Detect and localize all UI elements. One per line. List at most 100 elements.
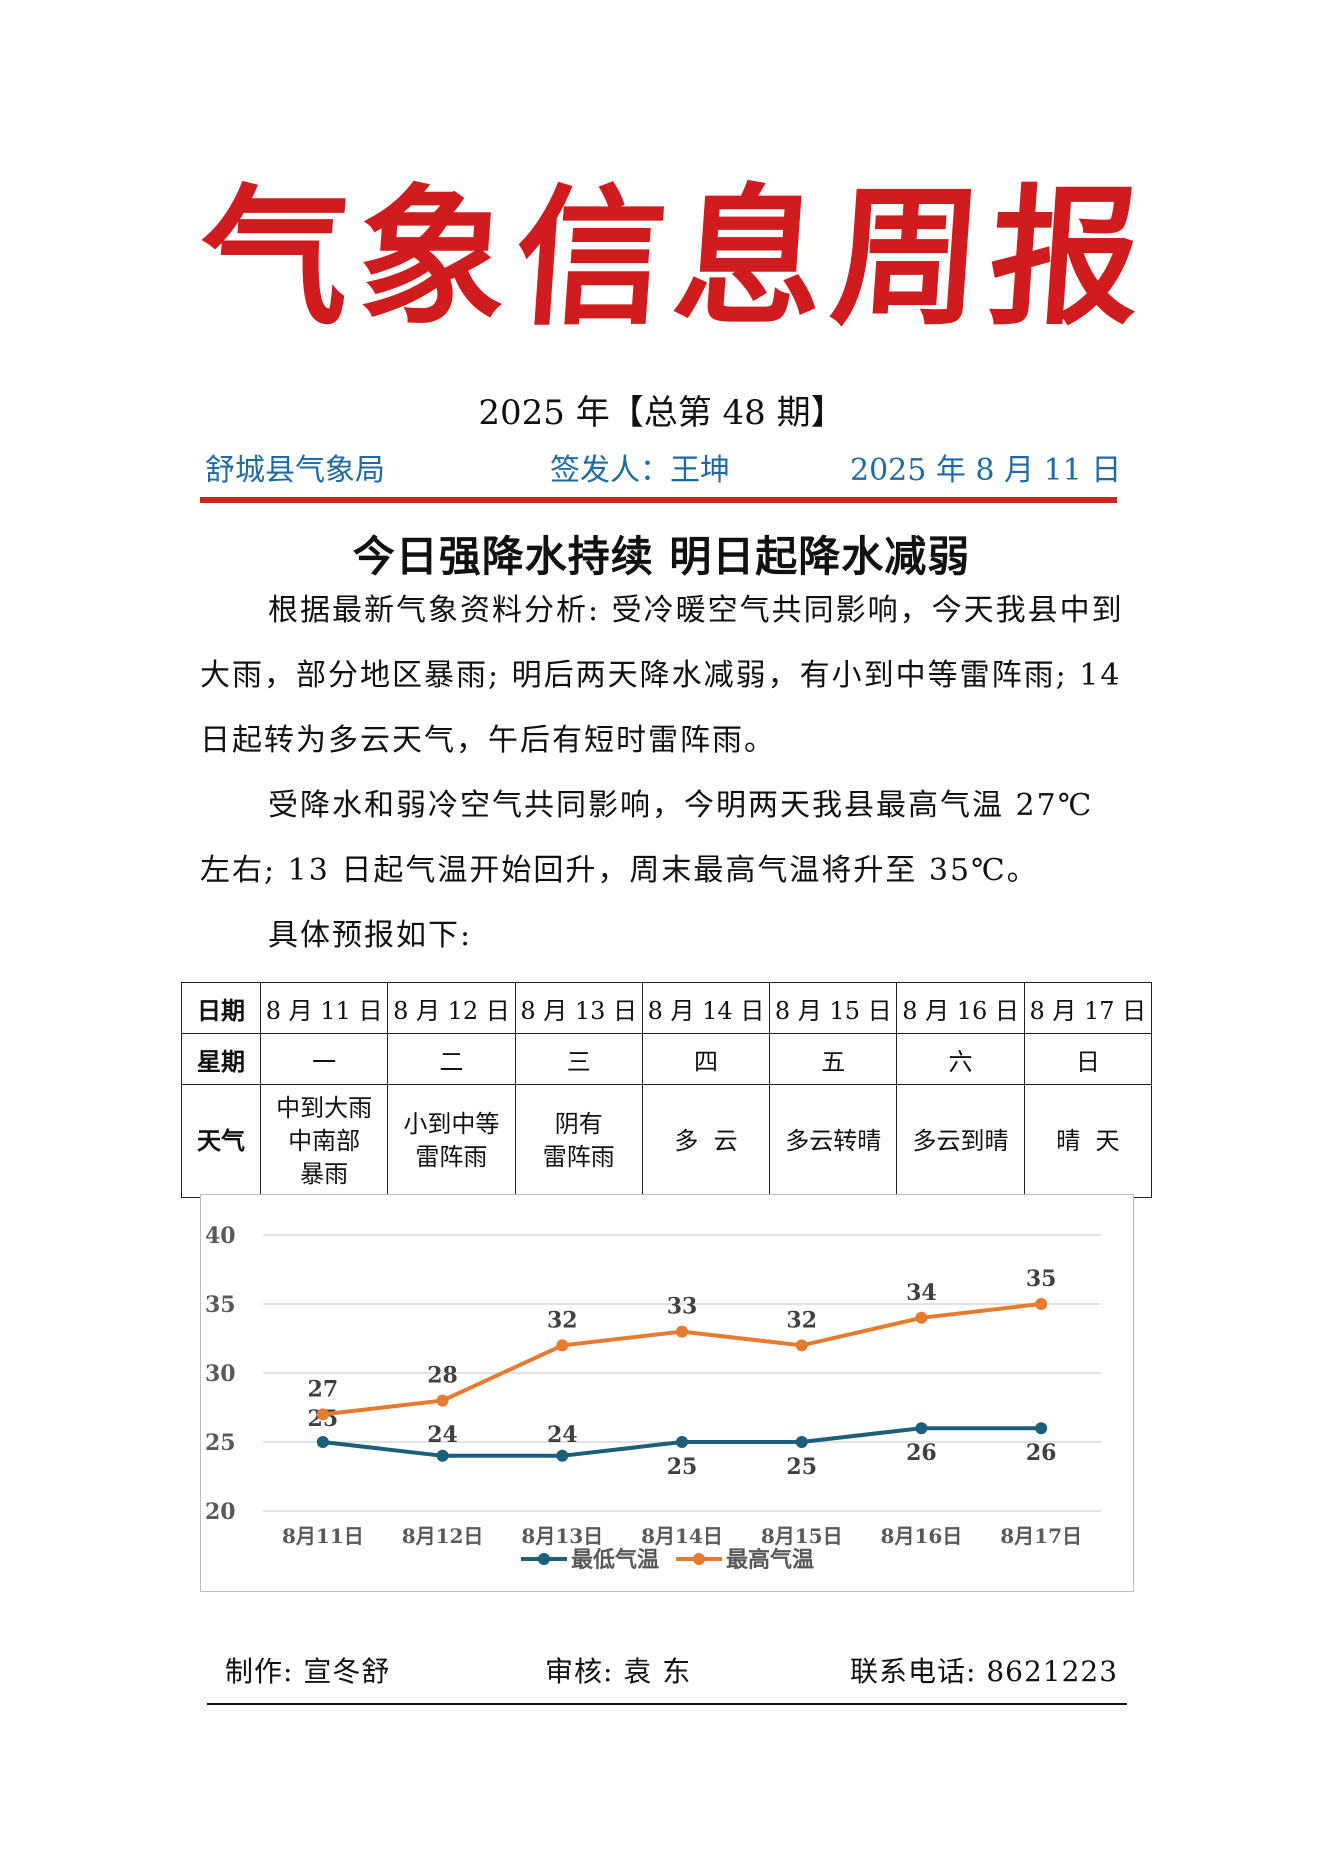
data-point <box>436 1449 449 1462</box>
weather-cell: 多 云 <box>641 1084 771 1198</box>
weekday-cell: 一 <box>259 1033 389 1085</box>
weather-cell: 中到大雨 中南部 暴雨 <box>259 1084 389 1198</box>
date-cell: 8 月 17 日 <box>1023 982 1153 1034</box>
legend-label: 最低气温 <box>571 1547 659 1573</box>
data-point <box>1035 1298 1048 1310</box>
signer: 签发人：王坤 <box>550 453 730 488</box>
data-point <box>436 1394 449 1407</box>
bottom-divider <box>207 1703 1127 1705</box>
data-point <box>676 1325 688 1338</box>
weather-line: 多云转晴 <box>785 1126 882 1155</box>
x-tick-label: 8月17日 <box>1000 1524 1082 1548</box>
weather-line: 雷阵雨 <box>415 1143 488 1171</box>
forecast-table: 日期 8 月 11 日 8 月 12 日 8 月 13 日 8 月 14 日 8… <box>181 982 1153 1198</box>
y-tick-label: 35 <box>205 1292 236 1318</box>
masthead-title: 气 象 信 息 周 报 <box>194 168 1146 348</box>
legend-marker <box>693 1553 705 1565</box>
reviewer: 审核: 袁 东 <box>545 1655 692 1688</box>
paragraph: 根据最新气象资料分析: 受冷暖空气共同影响，今天我县中到大雨，部分地区暴雨; 明… <box>200 593 1124 758</box>
weather-cell: 小到中等 雷阵雨 <box>387 1084 516 1198</box>
weather-line: 小到中等 <box>403 1110 500 1138</box>
data-point <box>316 1436 329 1448</box>
x-tick-label: 8月12日 <box>402 1524 484 1548</box>
x-tick-label: 8月16日 <box>881 1524 963 1548</box>
series-line <box>322 1302 1042 1417</box>
data-label: 26 <box>1026 1440 1057 1466</box>
weather-line: 阴有 <box>554 1110 603 1138</box>
weekday-cell: 四 <box>641 1033 771 1085</box>
paragraph: 受降水和弱冷空气共同影响，今明两天我县最高气温 27℃左右; 13 日起气温开始… <box>200 788 1094 888</box>
maker: 制作: 宣冬舒 <box>225 1655 391 1688</box>
issue-date: 2025 年 8 月 11 日 <box>850 453 1122 488</box>
data-label: 25 <box>786 1454 817 1480</box>
masthead-char: 象 <box>351 170 515 346</box>
data-label: 27 <box>308 1376 339 1402</box>
weather-line: 中南部 <box>288 1126 361 1155</box>
data-label: 34 <box>906 1280 937 1306</box>
legend-marker <box>538 1553 550 1565</box>
weekday-cell: 六 <box>896 1033 1025 1085</box>
data-point <box>795 1436 808 1448</box>
data-point <box>1035 1422 1048 1435</box>
row-header: 日期 <box>181 982 261 1034</box>
paragraph: 具体预报如下: <box>268 918 473 953</box>
date-cell: 8 月 15 日 <box>769 982 898 1034</box>
x-tick-label: 8月11日 <box>282 1524 364 1548</box>
bureau-name: 舒城县气象局 <box>205 453 385 488</box>
weather-line: 晴 天 <box>1056 1126 1120 1155</box>
table-row-dates: 日期 8 月 11 日 8 月 12 日 8 月 13 日 8 月 14 日 8… <box>181 982 1153 1034</box>
y-tick-label: 30 <box>205 1361 236 1387</box>
data-label: 32 <box>547 1307 578 1333</box>
date-cell: 8 月 16 日 <box>896 982 1025 1034</box>
weekday-cell: 日 <box>1023 1033 1153 1085</box>
date-cell: 8 月 13 日 <box>514 982 643 1034</box>
red-divider <box>200 497 1117 503</box>
data-point <box>676 1436 688 1448</box>
data-label: 24 <box>547 1422 578 1448</box>
temperature-chart-svg: 20 25 30 35 40 8月11日 8月12日 8月13日 8月14日 8月15日 8月16日… <box>205 1223 1101 1573</box>
y-tick-label: 25 <box>205 1430 236 1456</box>
x-tick-label: 8月15日 <box>761 1524 843 1548</box>
weekday-cell: 三 <box>514 1033 643 1085</box>
masthead-char: 信 <box>509 170 673 346</box>
weather-line: 暴雨 <box>300 1159 349 1188</box>
row-header: 星期 <box>181 1033 261 1085</box>
masthead-char: 报 <box>983 170 1147 346</box>
table-row-weekdays: 星期 一 二 三 四 五 六 日 <box>181 1033 1153 1085</box>
data-point <box>556 1339 569 1352</box>
masthead-char: 息 <box>667 170 831 346</box>
weather-cell: 晴 天 <box>1023 1084 1153 1198</box>
data-point <box>915 1422 928 1435</box>
y-tick-label: 40 <box>205 1223 236 1249</box>
date-cell: 8 月 12 日 <box>387 982 516 1034</box>
data-label: 25 <box>667 1454 698 1480</box>
weekday-cell: 二 <box>387 1033 516 1085</box>
data-point <box>316 1408 329 1421</box>
data-label: 24 <box>427 1422 458 1448</box>
date-cell: 8 月 11 日 <box>259 982 389 1034</box>
data-label: 28 <box>427 1363 458 1389</box>
data-label: 26 <box>906 1440 937 1466</box>
body-paragraphs: 根据最新气象资料分析: 受冷暖空气共同影响，今天我县中到大雨，部分地区暴雨; 明… <box>200 578 1125 968</box>
weather-line: 中到大雨 <box>276 1093 373 1122</box>
weather-line: 雷阵雨 <box>542 1143 615 1171</box>
contact-phone: 联系电话: 8621223 <box>850 1655 1119 1688</box>
data-label: 32 <box>786 1307 817 1333</box>
data-point <box>795 1339 808 1352</box>
masthead-char: 气 <box>193 170 357 346</box>
weather-cell: 阴有 雷阵雨 <box>514 1084 643 1198</box>
issue-number: 2025 年【总第 48 期】 <box>478 393 845 433</box>
weather-cell: 多云到晴 <box>896 1084 1025 1198</box>
x-tick-label: 8月13日 <box>521 1524 603 1548</box>
data-point <box>915 1311 928 1324</box>
temperature-chart: 20 25 30 35 40 8月11日 8月12日 8月13日 8月14日 8月15日 8月16日… <box>200 1194 1134 1592</box>
weekday-cell: 五 <box>769 1033 898 1085</box>
row-header: 天气 <box>181 1084 261 1198</box>
data-point <box>556 1449 569 1462</box>
legend-label: 最高气温 <box>726 1547 814 1573</box>
masthead-char: 周 <box>825 170 989 346</box>
y-tick-label: 20 <box>205 1499 236 1525</box>
table-row-weather: 天气 中到大雨 中南部 暴雨 小到中等 雷阵雨 阴有 雷阵雨 多 云 多云转晴 … <box>181 1084 1153 1198</box>
x-tick-label: 8月14日 <box>641 1524 723 1548</box>
date-cell: 8 月 14 日 <box>641 982 771 1034</box>
